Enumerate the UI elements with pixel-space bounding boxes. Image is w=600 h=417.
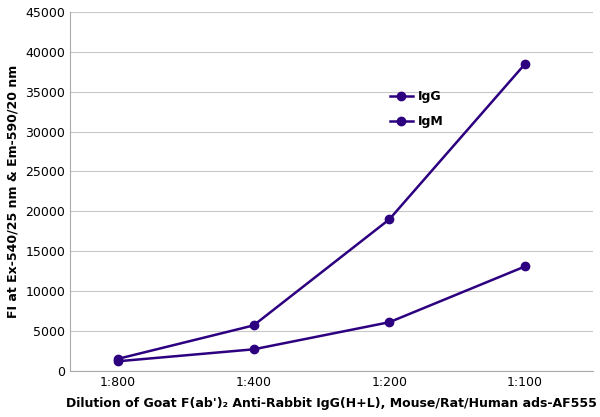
IgG (250, 323, 257, 328)
Y-axis label: FI at Ex-540/25 nm & Em-590/20 nm: FI at Ex-540/25 nm & Em-590/20 nm (7, 65, 20, 318)
IgM (114, 359, 121, 364)
IgG (386, 217, 393, 222)
IgM (386, 320, 393, 325)
IgG (114, 357, 121, 362)
X-axis label: Dilution of Goat F(ab')₂ Anti-Rabbit IgG(H+L), Mouse/Rat/Human ads-AF555: Dilution of Goat F(ab')₂ Anti-Rabbit IgG… (66, 397, 597, 410)
Line: IgM: IgM (113, 262, 529, 365)
Line: IgG: IgG (113, 60, 529, 363)
IgM (250, 347, 257, 352)
Legend: IgG, IgM: IgG, IgM (390, 90, 443, 128)
IgM (521, 264, 529, 269)
IgG (521, 61, 529, 66)
